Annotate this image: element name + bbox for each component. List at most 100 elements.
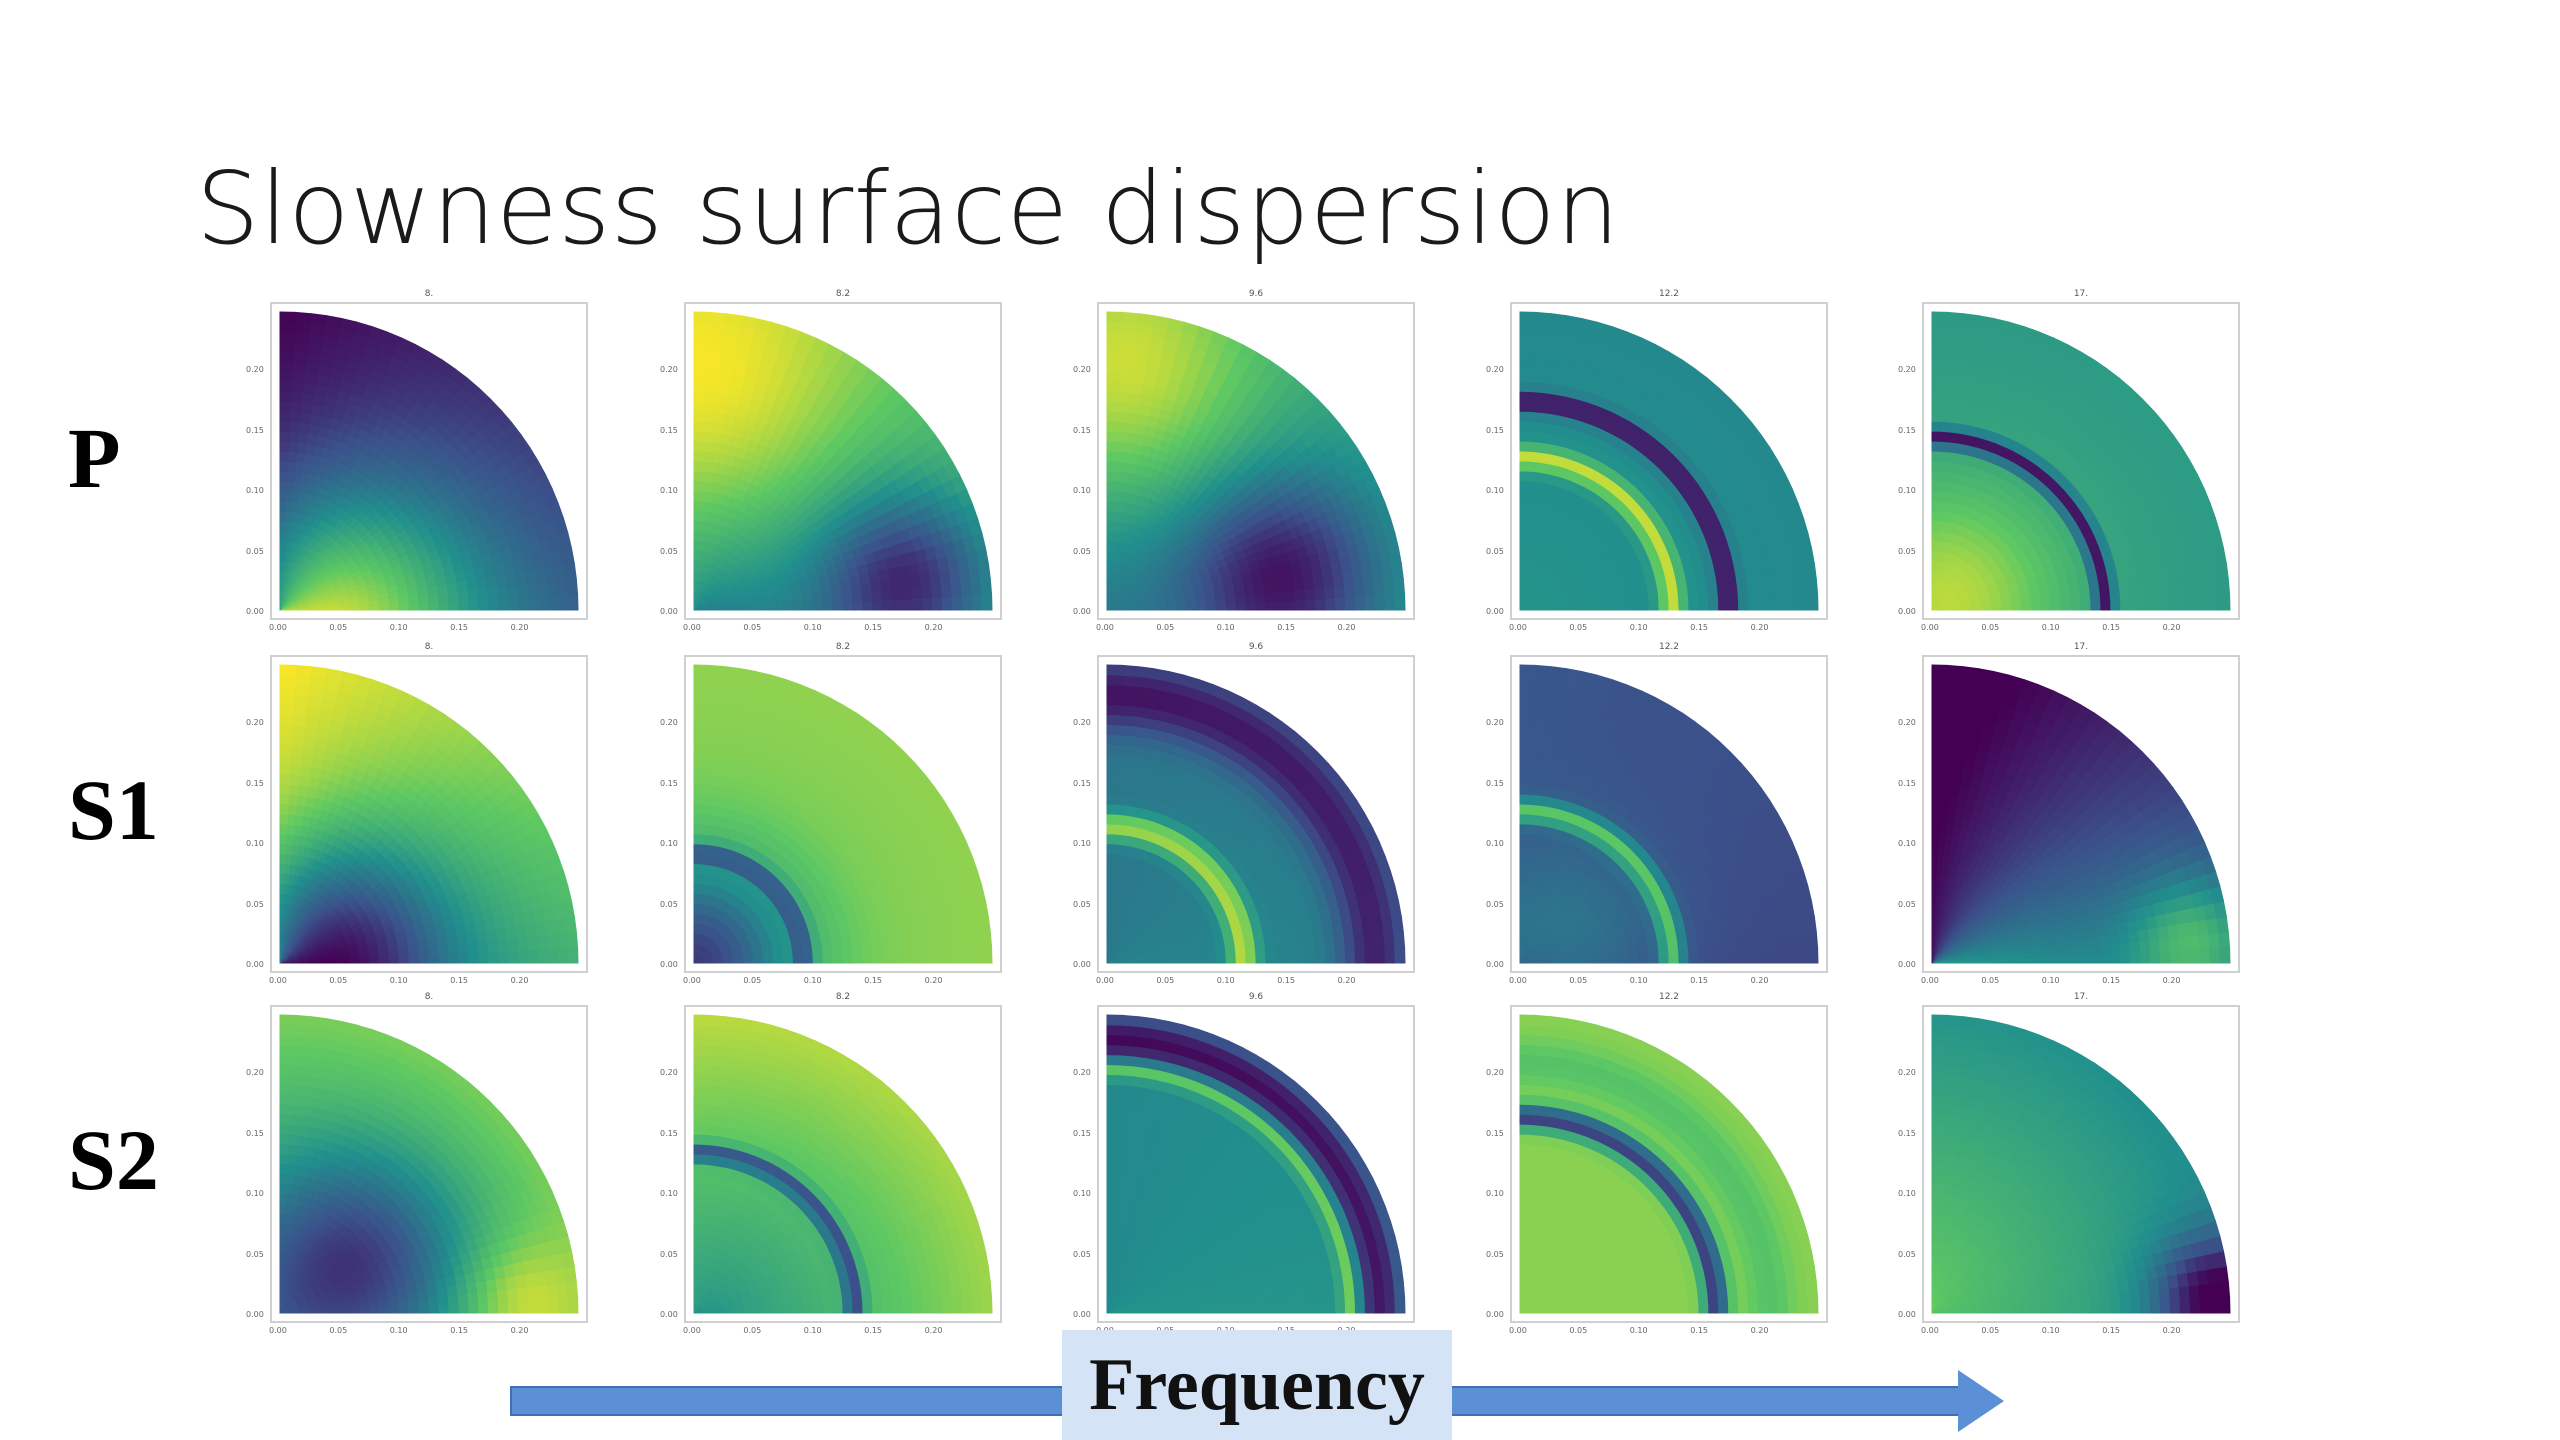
x-tick-label: 0.05 xyxy=(329,976,348,985)
slide-title: Slowness surface dispersion xyxy=(196,150,1620,267)
slowness-quadrant-plot xyxy=(1106,1014,1406,1314)
slowness-quadrant-plot xyxy=(279,311,579,611)
y-tick-label: 0.05 xyxy=(1898,899,1916,909)
x-tick-label: 0.20 xyxy=(1750,976,1769,985)
panel-frequency-label: 9.6 xyxy=(1248,642,1264,652)
x-tick-label: 0.20 xyxy=(924,623,943,632)
x-tick-label: 0.05 xyxy=(1569,1326,1588,1335)
slowness-panel xyxy=(1922,1005,2240,1323)
x-tick-label: 0.20 xyxy=(2162,1326,2181,1335)
x-tick-label: 0.05 xyxy=(329,1326,348,1335)
y-tick-label: 0.00 xyxy=(246,607,264,616)
y-tick-label: 0.15 xyxy=(1898,1128,1916,1138)
row-label-p: P xyxy=(68,410,121,506)
y-tick-label: 0.10 xyxy=(660,1189,678,1199)
x-tick-label: 0.10 xyxy=(2041,1326,2060,1335)
y-tick-label: 0.15 xyxy=(1898,778,1916,788)
x-tick-label: 0.10 xyxy=(803,976,822,985)
y-tick-label: 0.20 xyxy=(1486,718,1504,728)
panel-frequency-label: 17. xyxy=(2073,289,2089,299)
y-tick-label: 0.00 xyxy=(246,1310,264,1319)
x-tick-label: 0.20 xyxy=(924,976,943,985)
x-tick-label: 0.20 xyxy=(924,1326,943,1335)
y-tick-label: 0.05 xyxy=(1898,546,1916,556)
y-tick-label: 0.15 xyxy=(246,425,264,435)
x-tick-label: 0.00 xyxy=(683,623,701,632)
y-tick-label: 0.15 xyxy=(660,1128,678,1138)
x-tick-label: 0.05 xyxy=(743,976,762,985)
x-tick-label: 0.00 xyxy=(1921,976,1939,985)
x-tick-label: 0.05 xyxy=(1569,976,1588,985)
x-tick-label: 0.20 xyxy=(510,1326,529,1335)
slowness-panel xyxy=(684,302,1002,620)
y-tick-label: 0.20 xyxy=(660,1068,678,1078)
x-tick-label: 0.05 xyxy=(1569,623,1588,632)
x-tick-label: 0.10 xyxy=(1629,976,1648,985)
panel-frequency-label: 8.2 xyxy=(835,289,851,299)
x-tick-label: 0.20 xyxy=(1337,623,1356,632)
panel-frequency-label: 12.2 xyxy=(1658,642,1680,652)
panel-frequency-label: 8. xyxy=(424,289,434,299)
y-tick-label: 0.05 xyxy=(246,546,264,556)
y-tick-label: 0.00 xyxy=(1898,607,1916,616)
x-tick-label: 0.10 xyxy=(389,1326,408,1335)
slowness-quadrant-plot xyxy=(1106,311,1406,611)
x-tick-label: 0.15 xyxy=(864,623,882,632)
y-tick-label: 0.00 xyxy=(660,960,678,969)
slowness-quadrant-plot xyxy=(279,1014,579,1314)
y-tick-label: 0.10 xyxy=(1073,486,1091,496)
y-tick-label: 0.05 xyxy=(246,1249,264,1259)
y-tick-label: 0.05 xyxy=(660,546,678,556)
y-tick-label: 0.00 xyxy=(1898,1310,1916,1319)
panel-frequency-label: 9.6 xyxy=(1248,289,1264,299)
slowness-quadrant-plot xyxy=(1931,311,2231,611)
y-tick-label: 0.10 xyxy=(246,1189,264,1199)
x-tick-label: 0.05 xyxy=(1156,976,1175,985)
y-tick-label: 0.00 xyxy=(660,607,678,616)
y-tick-label: 0.15 xyxy=(1073,425,1091,435)
y-tick-label: 0.20 xyxy=(1898,365,1916,375)
x-tick-label: 0.00 xyxy=(1509,976,1527,985)
x-tick-label: 0.20 xyxy=(1750,623,1769,632)
panel-frequency-label: 12.2 xyxy=(1658,992,1680,1002)
x-tick-label: 0.05 xyxy=(743,623,762,632)
y-tick-label: 0.20 xyxy=(1898,1068,1916,1078)
y-tick-label: 0.05 xyxy=(1898,1249,1916,1259)
y-tick-label: 0.20 xyxy=(660,365,678,375)
y-tick-label: 0.15 xyxy=(660,425,678,435)
y-tick-label: 0.00 xyxy=(660,1310,678,1319)
y-tick-label: 0.15 xyxy=(246,1128,264,1138)
slowness-panel xyxy=(270,655,588,973)
row-label-s2: S2 xyxy=(68,1112,159,1208)
y-tick-label: 0.05 xyxy=(1486,546,1504,556)
slowness-quadrant-plot xyxy=(1519,1014,1819,1314)
x-tick-label: 0.15 xyxy=(864,1326,882,1335)
x-tick-label: 0.15 xyxy=(1690,1326,1708,1335)
slowness-panel xyxy=(1510,1005,1828,1323)
slowness-panel xyxy=(684,655,1002,973)
y-tick-label: 0.05 xyxy=(1073,899,1091,909)
slowness-panel xyxy=(1922,655,2240,973)
y-tick-label: 0.00 xyxy=(1486,960,1504,969)
panel-frequency-label: 8.2 xyxy=(835,642,851,652)
slowness-quadrant-plot xyxy=(1931,1014,2231,1314)
y-tick-label: 0.15 xyxy=(1486,425,1504,435)
x-tick-label: 0.15 xyxy=(2102,976,2120,985)
y-tick-label: 0.05 xyxy=(660,1249,678,1259)
x-tick-label: 0.10 xyxy=(389,976,408,985)
y-tick-label: 0.20 xyxy=(246,365,264,375)
x-tick-label: 0.10 xyxy=(1629,1326,1648,1335)
x-tick-label: 0.10 xyxy=(1629,623,1648,632)
x-tick-label: 0.15 xyxy=(450,1326,468,1335)
y-tick-label: 0.05 xyxy=(660,899,678,909)
slowness-quadrant-plot xyxy=(1519,664,1819,964)
x-tick-label: 0.15 xyxy=(2102,623,2120,632)
y-tick-label: 0.00 xyxy=(1073,607,1091,616)
x-tick-label: 0.10 xyxy=(803,1326,822,1335)
y-tick-label: 0.10 xyxy=(1486,839,1504,849)
y-tick-label: 0.15 xyxy=(1898,425,1916,435)
y-tick-label: 0.20 xyxy=(1073,365,1091,375)
x-tick-label: 0.05 xyxy=(1156,623,1175,632)
x-tick-label: 0.20 xyxy=(2162,976,2181,985)
y-tick-label: 0.10 xyxy=(660,839,678,849)
